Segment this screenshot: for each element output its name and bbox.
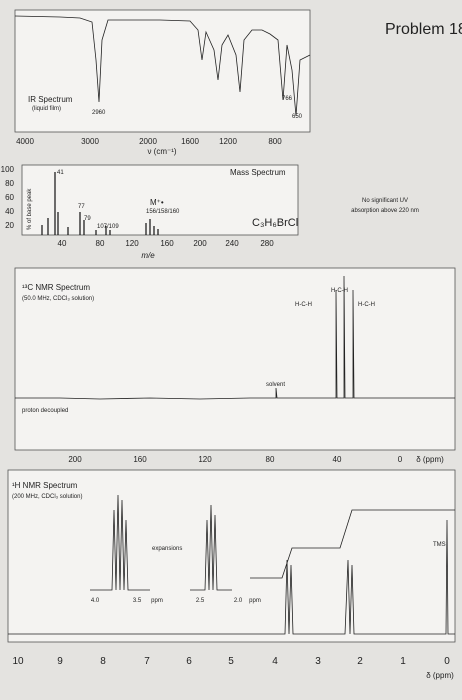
mass-xtick: 160 (160, 239, 174, 248)
c13-tick-label: 120 (198, 455, 212, 464)
inset-tick: ppm (151, 598, 163, 604)
mass-xtick: 200 (193, 239, 207, 248)
c13-frame (14, 267, 456, 451)
ir-tick-label: 1200 (219, 137, 237, 146)
mass-ytick: 80 (5, 179, 14, 188)
mass-ytick: 60 (5, 193, 14, 202)
inset-tick: 3.5 (133, 598, 142, 604)
h1-frame (7, 469, 456, 643)
h1-tick-label: 0 (444, 656, 450, 667)
mass-peaks (41, 172, 159, 235)
c13-tick-label: 200 (68, 455, 82, 464)
h1-tick-label: 10 (12, 656, 24, 667)
mass-axis-label-x: m/e (141, 251, 155, 260)
c13-tick-label: 160 (133, 455, 147, 464)
structure: H-C-H (295, 302, 312, 308)
structure: H-C-H (358, 302, 375, 308)
h1-title: ¹H NMR Spectrum (12, 481, 78, 490)
ir-tick-label: 2000 (139, 137, 157, 146)
uv-note: No significant UV (362, 198, 408, 204)
ir-tick-label: 3000 (81, 137, 99, 146)
mass-peak-label: 41 (57, 170, 64, 176)
ir-peak-label: 2960 (92, 110, 106, 116)
mass-xtick: 280 (260, 239, 274, 248)
ir-subtitle: (liquid film) (32, 106, 61, 112)
mass-peak-label: M⁺• (150, 198, 164, 207)
inset-tick: 2.5 (196, 598, 205, 604)
ir-title: IR Spectrum (28, 95, 73, 104)
h1-trace (8, 519, 455, 635)
mass-ytick: 40 (5, 207, 14, 216)
mass-peak-label: 79 (84, 216, 91, 222)
h1-tick-label: 7 (144, 656, 150, 667)
h1-tick-label: 2 (357, 656, 363, 667)
inset-tick: 4.0 (91, 598, 100, 604)
ir-tick-label: 1600 (181, 137, 199, 146)
mass-ytick: 100 (1, 165, 15, 174)
ir-tick-label: 800 (268, 137, 282, 146)
c13-subtitle: (50.0 MHz, CDCl₃ solution) (22, 296, 94, 302)
mass-ytick: 20 (5, 221, 14, 230)
mass-axis-label-y: % of base peak (27, 188, 33, 230)
mass-frame (21, 164, 299, 236)
structure: H-C-H (331, 288, 348, 294)
h1-subtitle: (200 MHz, CDCl₃ solution) (12, 494, 82, 500)
h1-tick-label: 5 (228, 656, 234, 667)
h1-axis-label: δ (ppm) (426, 671, 454, 680)
mass-xtick: 40 (58, 239, 67, 248)
mass-peak-label: 77 (78, 204, 85, 210)
uv-note: absorption above 220 nm (351, 208, 419, 214)
mass-xtick: 240 (225, 239, 239, 248)
ir-peak-label: 650 (292, 114, 303, 120)
c13-spectrum: ¹³C NMR Spectrum (50.0 MHz, CDCl₃ soluti… (14, 267, 456, 464)
ir-peak-label: 766 (282, 96, 293, 102)
h1-tick-label: 6 (186, 656, 192, 667)
expansions-label: expansions (152, 546, 182, 552)
inset-tick: ppm (249, 598, 261, 604)
h1-tick-label: 3 (315, 656, 321, 667)
tms-label: TMS (433, 542, 446, 548)
h1-tick-label: 9 (57, 656, 63, 667)
solvent-label: solvent (266, 382, 285, 388)
ir-spectrum: IR Spectrum (liquid film) 2960 766 650 4… (14, 9, 311, 156)
mass-title: Mass Spectrum (230, 168, 286, 177)
expansion-traces (90, 494, 232, 591)
c13-tick-label: 0 (398, 455, 403, 464)
c13-note: proton decoupled (22, 408, 68, 414)
formula: C₃H₆BrCl (252, 217, 298, 229)
integral (250, 509, 455, 579)
h1-axis: 10 9 8 7 6 5 4 3 2 1 0 δ (ppm) (12, 656, 454, 680)
mass-peak-label: 156/158/160 (146, 209, 180, 215)
c13-axis-label: δ (ppm) (416, 455, 444, 464)
h1-spectrum: ¹H NMR Spectrum (200 MHz, CDCl₃ solution… (7, 469, 456, 680)
title: Problem 18 (385, 21, 462, 38)
mass-xtick: 120 (125, 239, 139, 248)
inset-tick: 2.0 (234, 598, 243, 604)
mass-spectrum: 100 80 60 40 20 % of base peak 41 77 79 … (1, 164, 299, 260)
ir-trace (14, 15, 311, 117)
h1-tick-label: 8 (100, 656, 106, 667)
c13-tick-label: 80 (266, 455, 275, 464)
c13-title: ¹³C NMR Spectrum (22, 283, 90, 292)
ir-frame (14, 9, 311, 133)
mass-xtick: 80 (96, 239, 105, 248)
c13-trace (15, 275, 455, 400)
ir-tick-label: 4000 (16, 137, 34, 146)
mass-peak-label: 107/109 (97, 224, 119, 230)
h1-tick-label: 4 (272, 656, 278, 667)
c13-tick-label: 40 (333, 455, 342, 464)
h1-tick-label: 1 (400, 656, 406, 667)
ir-axis-label: ν (cm⁻¹) (147, 147, 176, 156)
